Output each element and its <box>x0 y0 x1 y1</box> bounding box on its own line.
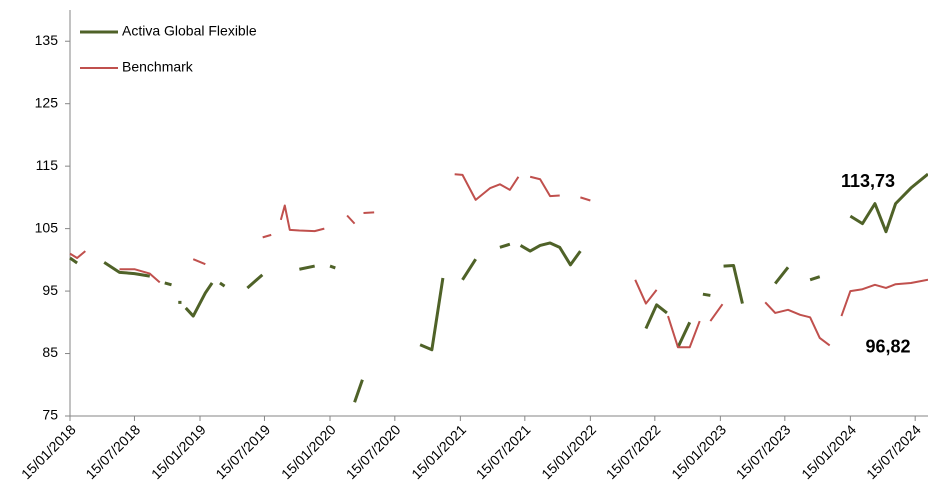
x-tick-label: 15/01/2020 <box>278 421 339 482</box>
x-tick-label: 15/07/2020 <box>343 421 404 482</box>
x-tick-label: 15/01/2024 <box>798 421 859 482</box>
y-tick-label: 95 <box>42 282 58 298</box>
x-tick-label: 15/07/2022 <box>603 421 664 482</box>
x-tick-label: 15/07/2019 <box>212 421 273 482</box>
x-tick-label: 15/01/2022 <box>538 421 599 482</box>
y-tick-label: 125 <box>35 94 59 110</box>
legend-label: Benchmark <box>122 59 194 75</box>
x-tick-label: 15/01/2023 <box>668 421 729 482</box>
x-tick-label: 15/01/2018 <box>18 421 79 482</box>
series-line <box>69 172 928 403</box>
data-label: 113,73 <box>841 171 895 191</box>
data-label: 96,82 <box>865 336 910 356</box>
y-tick-label: 85 <box>42 344 58 360</box>
x-tick-label: 15/01/2021 <box>408 421 469 482</box>
series-line <box>69 173 928 349</box>
legend-label: Activa Global Flexible <box>122 23 257 39</box>
x-tick-label: 15/07/2023 <box>733 421 794 482</box>
x-tick-label: 15/07/2018 <box>82 421 143 482</box>
y-tick-label: 135 <box>35 32 59 48</box>
x-tick-label: 15/01/2019 <box>148 421 209 482</box>
x-tick-label: 15/07/2021 <box>473 421 534 482</box>
y-tick-label: 105 <box>35 219 59 235</box>
x-tick-label: 15/07/2024 <box>863 421 924 482</box>
y-tick-label: 75 <box>42 407 58 423</box>
y-tick-label: 115 <box>36 157 59 173</box>
